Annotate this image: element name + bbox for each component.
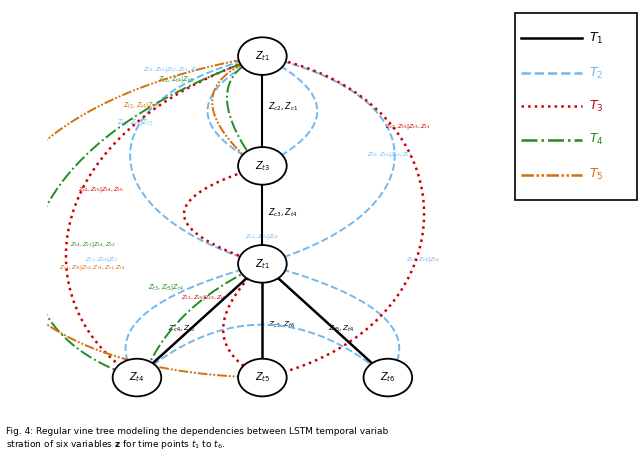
Ellipse shape xyxy=(238,245,287,283)
Text: $Z_{t1},Z_{t4}|Z_{t1}$: $Z_{t1},Z_{t4}|Z_{t1}$ xyxy=(85,255,118,265)
Text: $Z_{t2},Z_{t4}|Z_{t3}$: $Z_{t2},Z_{t4}|Z_{t3}$ xyxy=(158,74,194,85)
Text: $Z_{t1}$: $Z_{t1}$ xyxy=(255,257,270,271)
Ellipse shape xyxy=(238,37,287,75)
Text: $Z_{t2},Z_{t5}|Z_{t3},Z_{t1}$: $Z_{t2},Z_{t5}|Z_{t3},Z_{t1}$ xyxy=(385,122,430,131)
Text: $Z_{t1}$: $Z_{t1}$ xyxy=(255,49,270,63)
Text: $Z_{c4},Z_{t5}$: $Z_{c4},Z_{t5}$ xyxy=(168,323,196,334)
Text: $Z_{c5},Z_{t6}$: $Z_{c5},Z_{t6}$ xyxy=(268,319,296,330)
Ellipse shape xyxy=(364,359,412,396)
Text: $T_5$: $T_5$ xyxy=(589,167,604,182)
Text: $T_2$: $T_2$ xyxy=(589,66,603,81)
FancyBboxPatch shape xyxy=(515,13,637,200)
Text: $T_3$: $T_3$ xyxy=(589,99,604,114)
Text: $T_1$: $T_1$ xyxy=(589,31,603,46)
Text: $Z_{t2},Z_{t4}|Z_{t3}$: $Z_{t2},Z_{t4}|Z_{t3}$ xyxy=(117,117,153,128)
Text: Fig. 4: Regular vine tree modeling the dependencies between LSTM temporal variab: Fig. 4: Regular vine tree modeling the d… xyxy=(6,427,388,451)
Text: $Z_{t1},Z_{t1}|Z_{t2},Z_{t1},Z_{t6}$: $Z_{t1},Z_{t1}|Z_{t2},Z_{t1},Z_{t6}$ xyxy=(143,65,201,74)
Text: $Z_{c2},Z_{c1}$: $Z_{c2},Z_{c1}$ xyxy=(268,101,298,113)
Text: $T_4$: $T_4$ xyxy=(589,132,604,147)
Text: $Z_{t4},Z_{t5}|Z_{t4},Z_{t5}$: $Z_{t4},Z_{t5}|Z_{t4},Z_{t5}$ xyxy=(78,185,124,194)
Text: $Z_{c3},Z_{t4}$: $Z_{c3},Z_{t4}$ xyxy=(268,207,298,219)
Text: $Z_{t5},Z_{t4}$: $Z_{t5},Z_{t4}$ xyxy=(328,323,354,334)
Text: $Z_{t5}$: $Z_{t5}$ xyxy=(255,371,270,385)
Text: $Z_{t2},Z_{t4}|Z_{t3}$: $Z_{t2},Z_{t4}|Z_{t3}$ xyxy=(123,100,159,111)
Text: $Z_{t3},Z_{t5}|Z_{t4}$: $Z_{t3},Z_{t5}|Z_{t4}$ xyxy=(148,282,184,293)
Text: $Z_{t2},Z_{t5}|Z_{t3},Z_{t1}$: $Z_{t2},Z_{t5}|Z_{t3},Z_{t1}$ xyxy=(367,149,413,159)
Ellipse shape xyxy=(238,147,287,185)
Text: $Z_{t1},Z_{t5}|Z_{t4}$: $Z_{t1},Z_{t5}|Z_{t4}$ xyxy=(246,232,279,241)
Text: $Z_{t4},Z_{t1}|Z_{t4},Z_{t2}$: $Z_{t4},Z_{t1}|Z_{t4},Z_{t2}$ xyxy=(70,240,116,249)
Ellipse shape xyxy=(113,359,161,396)
Text: $Z_{t3}$: $Z_{t3}$ xyxy=(255,159,270,173)
Text: $Z_{t6}$: $Z_{t6}$ xyxy=(380,371,396,385)
Text: $Z_{t1},Z_{t4}|Z_{t4}$: $Z_{t1},Z_{t4}|Z_{t4}$ xyxy=(406,255,440,265)
Text: $Z_{t4}$: $Z_{t4}$ xyxy=(129,371,145,385)
Ellipse shape xyxy=(238,359,287,396)
Text: $Z_{t1},Z_{t5}|Z_{t3},Z_{t5}$: $Z_{t1},Z_{t5}|Z_{t3},Z_{t5}$ xyxy=(180,293,227,302)
Text: $Z_{c1},Z_{t5}|Z_{t2},Z_{t3},Z_{t1},Z_{t4}$: $Z_{c1},Z_{t5}|Z_{t2},Z_{t3},Z_{t1},Z_{t… xyxy=(58,263,125,272)
